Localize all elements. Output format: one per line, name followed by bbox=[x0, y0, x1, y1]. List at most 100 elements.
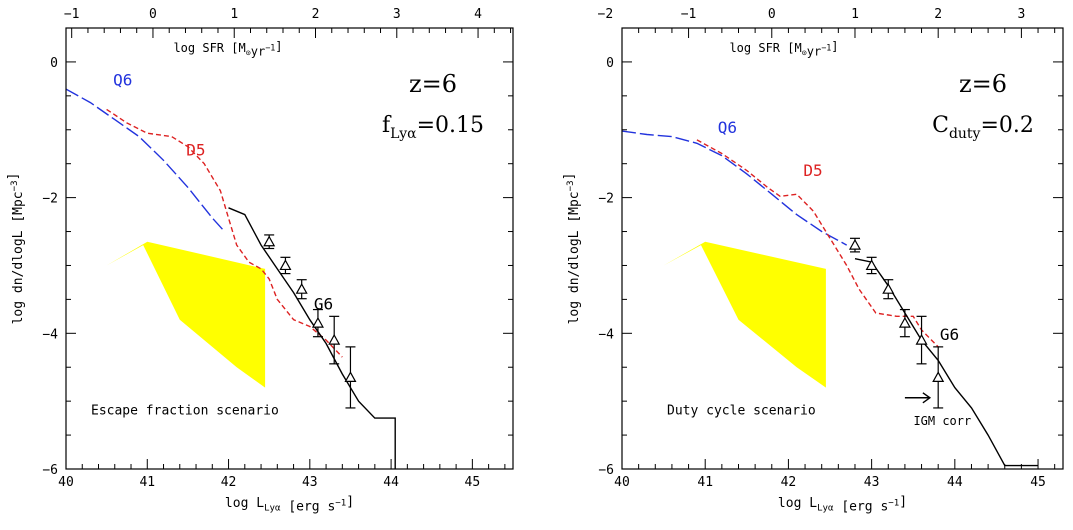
x-tick-label: 42 bbox=[221, 475, 237, 490]
top-axis-label-part: yr bbox=[251, 44, 265, 58]
y-axis-label: log dn/dlogL [Mpc−3] bbox=[562, 173, 582, 325]
series-d5-line bbox=[106, 108, 343, 358]
top-tick-label: 3 bbox=[393, 7, 401, 22]
scenario-label: Duty cycle scenario bbox=[667, 404, 816, 419]
data-point-marker bbox=[932, 371, 945, 383]
data-point-marker bbox=[263, 235, 276, 247]
x-tick-label: 43 bbox=[302, 475, 318, 490]
x-tick-label: 40 bbox=[58, 475, 74, 490]
x-axis-label: log LLyα [erg s−1] bbox=[778, 494, 907, 514]
x-tick-label: 41 bbox=[697, 475, 713, 490]
top-tick-label: 0 bbox=[149, 7, 157, 22]
data-point-marker bbox=[344, 371, 357, 383]
scenario-band bbox=[663, 89, 826, 388]
data-point bbox=[865, 256, 878, 275]
y-tick-label: 0 bbox=[606, 56, 614, 71]
y-axis-label-part: −3 bbox=[10, 180, 20, 191]
series-q6-line bbox=[66, 88, 226, 232]
parameter-label: fLyα=0.15 bbox=[382, 113, 484, 142]
top-axis-label-part: log SFR [M bbox=[729, 41, 801, 55]
y-axis-label-part: −3 bbox=[566, 180, 576, 191]
x-tick-label: 41 bbox=[139, 475, 155, 490]
series-g6-line bbox=[854, 258, 1038, 467]
data-point-marker bbox=[915, 333, 928, 345]
parameter-label: Cduty=0.2 bbox=[932, 113, 1034, 142]
redshift-label: z=6 bbox=[409, 70, 457, 98]
data-point bbox=[263, 234, 276, 250]
data-point-marker bbox=[882, 282, 895, 294]
x-axis-label-part: −1 bbox=[335, 498, 346, 508]
y-tick-label: 0 bbox=[50, 56, 58, 71]
top-axis-label-part: ] bbox=[275, 40, 282, 54]
igm-arrow-head bbox=[922, 392, 932, 404]
x-axis-label-part: [erg s bbox=[834, 500, 889, 515]
data-point-marker bbox=[328, 333, 341, 345]
x-axis-label-part: log L bbox=[225, 496, 264, 511]
series-label-d5: D5 bbox=[186, 141, 205, 160]
x-tick-label: 45 bbox=[465, 475, 481, 490]
x-axis-label-part: log L bbox=[778, 496, 817, 511]
top-axis-label: log SFR [M⊙yr−1] bbox=[173, 40, 282, 59]
data-point-marker bbox=[865, 259, 878, 271]
x-axis-label-part: ] bbox=[899, 494, 907, 509]
series-label-q6: Q6 bbox=[718, 118, 737, 137]
igm-corr-label: IGM corr bbox=[913, 414, 971, 428]
data-point-marker bbox=[898, 316, 911, 328]
plot-area bbox=[622, 89, 1038, 467]
data-point bbox=[279, 256, 292, 275]
top-axis-label-part: log SFR [M bbox=[173, 41, 245, 55]
x-axis-label-part: [erg s bbox=[281, 500, 336, 515]
top-axis-label-part: ⊙ bbox=[802, 47, 807, 57]
x-tick-label: 40 bbox=[614, 475, 630, 490]
y-tick-label: −4 bbox=[598, 327, 614, 342]
top-axis-label: log SFR [M⊙yr−1] bbox=[729, 40, 838, 59]
scenario-label: Escape fraction scenario bbox=[91, 404, 279, 419]
series-label-g6: G6 bbox=[314, 295, 333, 314]
y-tick-label: −6 bbox=[42, 463, 58, 478]
y-axis-label-part: log dn/dlogL [Mpc bbox=[567, 191, 582, 324]
y-tick-label: −4 bbox=[42, 327, 58, 342]
y-axis-label-part: ] bbox=[6, 173, 21, 181]
panel-frame bbox=[65, 27, 514, 470]
data-point bbox=[295, 279, 308, 300]
plot-area bbox=[66, 88, 396, 469]
x-axis-label: log LLyα [erg s−1] bbox=[225, 494, 354, 514]
x-axis-label-part: −1 bbox=[888, 498, 899, 508]
top-tick-label: 1 bbox=[230, 7, 238, 22]
redshift-label: z=6 bbox=[959, 70, 1007, 98]
top-tick-label: 1 bbox=[851, 7, 859, 22]
top-axis-label-part: −1 bbox=[821, 43, 831, 53]
panel-1: 40 41 42 43 44 45 −1 0 1 2 3 4 −6 −4 −2 0 log LLyα [erg … bbox=[6, 7, 514, 515]
x-axis-label-part: Lyα bbox=[264, 504, 281, 514]
panel-2: 40 41 42 43 44 45 −2 −1 0 1 2 3 −6 −4 −2 0 log LLyα [erg… bbox=[562, 7, 1064, 515]
series-q6-line bbox=[622, 130, 848, 246]
series-label-g6: G6 bbox=[940, 325, 959, 344]
data-point bbox=[311, 308, 324, 338]
series-label-d5: D5 bbox=[803, 161, 822, 180]
top-tick-label: −1 bbox=[681, 7, 697, 22]
top-axis-label-part: ] bbox=[831, 40, 838, 54]
y-tick-label: −2 bbox=[598, 192, 614, 207]
data-point bbox=[344, 346, 357, 409]
x-tick-label: 44 bbox=[947, 475, 963, 490]
data-point bbox=[932, 346, 945, 409]
scenario-band bbox=[106, 89, 266, 388]
top-tick-label: 3 bbox=[1017, 7, 1025, 22]
top-tick-label: −2 bbox=[598, 7, 614, 22]
y-tick-label: −6 bbox=[598, 463, 614, 478]
data-point-marker bbox=[279, 259, 292, 271]
top-axis-label-part: ⊙ bbox=[246, 47, 251, 57]
top-axis-label-part: −1 bbox=[265, 43, 275, 53]
x-axis-label-part: ] bbox=[346, 494, 354, 509]
x-tick-label: 42 bbox=[781, 475, 797, 490]
data-point bbox=[328, 315, 341, 365]
data-point bbox=[882, 279, 895, 300]
x-tick-label: 44 bbox=[383, 475, 399, 490]
top-axis-label-part: yr bbox=[807, 44, 821, 58]
data-point bbox=[848, 237, 862, 253]
data-point-marker bbox=[848, 238, 862, 250]
x-axis-label-part: Lyα bbox=[817, 504, 834, 514]
top-tick-label: 2 bbox=[312, 7, 320, 22]
top-tick-label: 0 bbox=[768, 7, 776, 22]
